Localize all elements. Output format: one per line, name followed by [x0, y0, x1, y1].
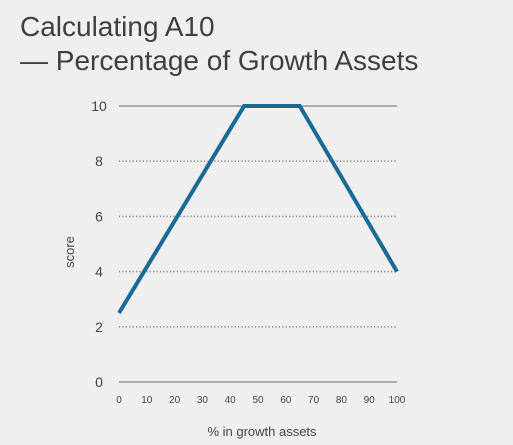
x-tick-label: 90: [364, 395, 376, 406]
chart-title-line-2: — Percentage of Growth Assets: [20, 45, 419, 76]
chart-title-line-1: Calculating A10: [20, 11, 215, 42]
x-tick-label: 70: [308, 395, 320, 406]
series-line-0: [117, 104, 399, 315]
chart-title: Calculating A10 — Percentage of Growth A…: [20, 10, 418, 78]
x-tick-label: 40: [225, 395, 237, 406]
x-tick-label: 60: [280, 395, 292, 406]
x-axis-label: % in growth assets: [207, 424, 317, 439]
x-tick-label: 50: [252, 395, 264, 406]
y-tick-labels: 0 2 4 6 8 10: [91, 98, 107, 390]
x-tick-label: 30: [197, 395, 209, 406]
y-tick-label: 2: [95, 319, 103, 335]
y-tick-label: 10: [91, 98, 107, 114]
series-layer: [117, 104, 399, 315]
x-tick-label: 0: [116, 395, 122, 406]
y-tick-label: 8: [95, 153, 103, 169]
y-axis-label: score: [62, 236, 77, 268]
x-tick-label: 80: [336, 395, 348, 406]
y-tick-label: 4: [95, 264, 103, 280]
x-tick-label: 100: [389, 395, 406, 406]
x-tick-labels: 0 10 20 30 40 50 60 70 80 90 100: [116, 395, 406, 406]
x-tick-label: 10: [141, 395, 153, 406]
y-tick-label: 6: [95, 208, 103, 224]
x-tick-label: 20: [169, 395, 181, 406]
y-tick-label: 0: [95, 374, 103, 390]
